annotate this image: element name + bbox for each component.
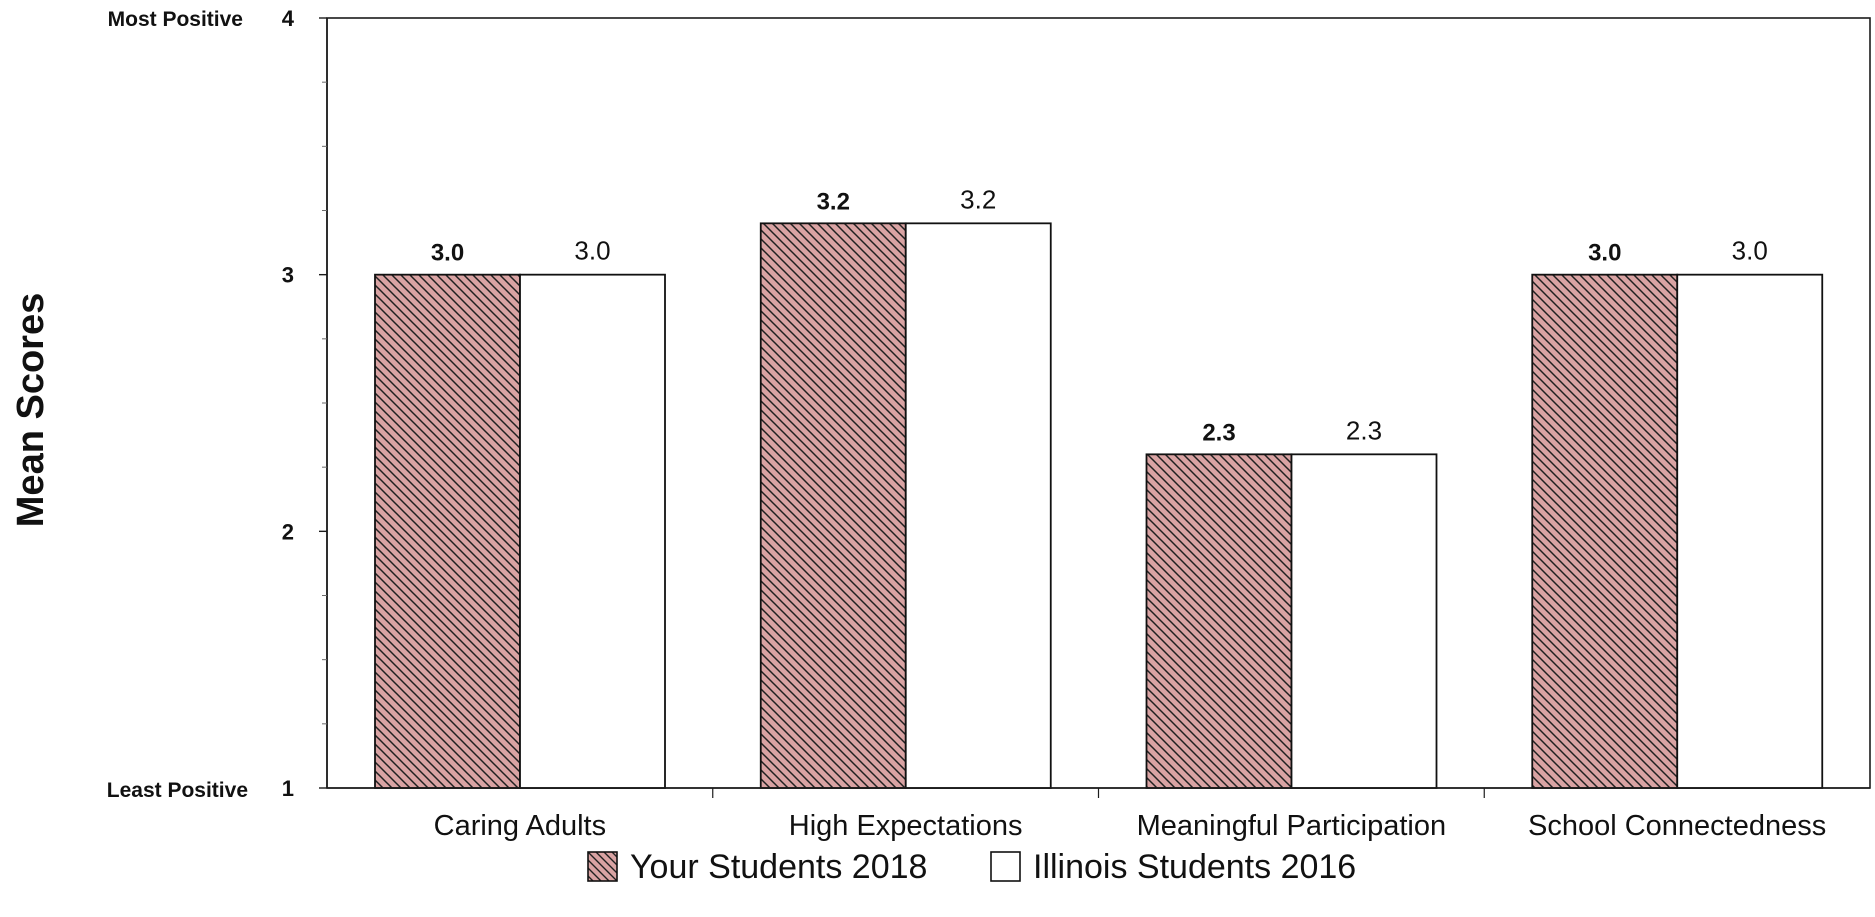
data-label-illinois-students-2016: 2.3 [1346,415,1382,445]
data-label-your-students-2018: 3.2 [817,188,850,215]
data-label-illinois-students-2016: 3.2 [960,184,996,214]
y-axis-top-anchor-label: Most Positive [108,8,243,31]
legend-label-illinois-students-2016: Illinois Students 2016 [1033,848,1356,886]
data-label-illinois-students-2016: 3.0 [574,236,610,266]
y-tick-label: 3 [282,263,294,288]
bar-illinois-students-2016 [1676,273,1824,789]
x-category-label: High Expectations [789,810,1023,842]
data-label-illinois-students-2016: 3.0 [1732,236,1768,266]
data-label-your-students-2018: 3.0 [431,240,464,267]
bar-illinois-students-2016 [519,273,666,789]
y-axis-title: Mean Scores [10,293,52,527]
x-category-label: Meaningful Participation [1137,810,1447,842]
bar-illinois-students-2016 [1290,453,1438,789]
y-tick-label: 1 [282,776,294,801]
legend-swatch-your-students-2018 [587,851,618,882]
legend-swatch-illinois-students-2016 [990,851,1021,882]
bar-your-students-2018 [1145,453,1293,789]
x-category-label: School Connectedness [1528,810,1826,842]
legend-label-your-students-2018: Your Students 2018 [630,848,927,886]
bar-your-students-2018 [374,273,521,789]
data-label-your-students-2018: 2.3 [1202,419,1235,446]
y-tick-label: 2 [282,519,294,544]
x-category-label: Caring Adults [434,810,607,842]
bar-your-students-2018 [759,222,907,789]
bar-illinois-students-2016 [904,222,1052,789]
bar-your-students-2018 [1531,273,1679,789]
y-tick-label: 4 [282,6,295,31]
data-label-your-students-2018: 3.0 [1588,240,1621,267]
y-axis-bottom-anchor-label: Least Positive [107,779,248,802]
